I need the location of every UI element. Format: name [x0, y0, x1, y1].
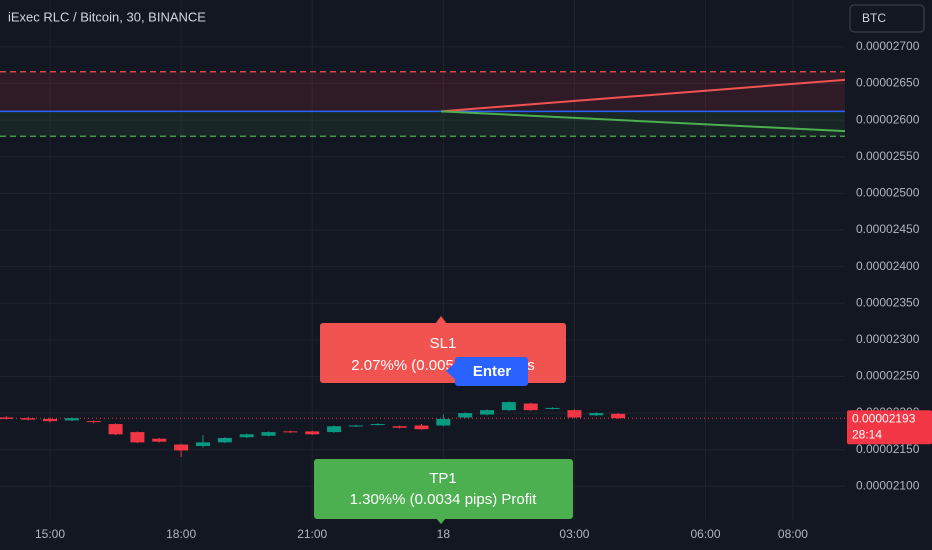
candle-body [217, 437, 232, 443]
candle-body [239, 434, 254, 438]
candle-body [458, 413, 473, 418]
chart-title: iExec RLC / Bitcoin, 30, BINANCE [8, 9, 206, 24]
candle-body [348, 425, 363, 427]
candle-body [611, 413, 626, 419]
candle-body [130, 432, 145, 443]
candle-body [152, 438, 167, 442]
sl-box [320, 323, 566, 383]
candle-body [64, 418, 79, 421]
candle-body [392, 426, 407, 428]
tp-pointer [436, 518, 446, 524]
y-tick-label: 0.00002400 [856, 259, 920, 273]
stop-projection [440, 78, 846, 113]
price-axis: 0.000021000.000021500.000022000.00002250… [35, 39, 932, 541]
x-tick-label: 06:00 [691, 527, 721, 541]
candle-body [283, 431, 298, 433]
candle-body [545, 407, 560, 409]
candle-body [261, 432, 276, 436]
loss-zone [0, 71, 845, 112]
y-tick-label: 0.00002250 [856, 369, 920, 383]
candle-body [523, 403, 538, 411]
candle-body [327, 426, 342, 433]
countdown: 28:14 [852, 427, 882, 441]
x-tick-label: 18:00 [166, 527, 196, 541]
grid [0, 0, 845, 520]
last-price-box [847, 410, 932, 445]
candle-body [21, 418, 36, 420]
y-tick-label: 0.00002300 [856, 332, 920, 346]
x-tick-label: 21:00 [297, 527, 327, 541]
y-tick-label: 0.00002650 [856, 76, 920, 90]
y-tick-label: 0.00002350 [856, 295, 920, 309]
currency-label[interactable]: BTC [862, 11, 886, 25]
candle-body [370, 424, 385, 426]
tp-box [314, 459, 573, 519]
tp-text: 1.30%% (0.0034 pips) Profit [350, 491, 538, 508]
candle-body [0, 417, 14, 419]
x-tick-label: 15:00 [35, 527, 65, 541]
last-price-label: 0.00002193 [852, 411, 916, 425]
enter-label[interactable]: Enter [473, 363, 512, 380]
candle-body [501, 402, 516, 411]
x-tick-label: 18 [437, 527, 451, 541]
x-tick-label: 08:00 [778, 527, 808, 541]
candle-body [195, 442, 210, 447]
candle-body [436, 418, 451, 426]
y-tick-label: 0.00002450 [856, 222, 920, 236]
y-tick-label: 0.00002600 [856, 112, 920, 126]
candle-body [174, 444, 189, 451]
candle-body [43, 418, 58, 422]
enter-pointer [446, 362, 456, 380]
y-tick-label: 0.00002700 [856, 39, 920, 53]
x-tick-label: 03:00 [559, 527, 589, 541]
currency-button[interactable] [849, 4, 925, 33]
candle-body [567, 410, 582, 418]
sl-pointer [435, 316, 447, 324]
candle-body [589, 413, 604, 416]
target-projection [440, 110, 846, 133]
y-tick-label: 0.00002550 [856, 149, 920, 163]
annotations: SL1 2.07%% (0.0054 pips) Loss Enter TP1 … [314, 316, 573, 524]
y-tick-label: 0.00002150 [856, 442, 920, 456]
candle-body [305, 431, 320, 435]
plot-area [0, 71, 846, 458]
tp-title: TP1 [429, 470, 457, 487]
candle-body [480, 410, 495, 415]
candle-body [108, 424, 123, 435]
y-tick-label: 0.00002500 [856, 186, 920, 200]
y-tick-label: 0.00002100 [856, 478, 920, 492]
enter-box[interactable] [455, 357, 528, 386]
candle-body [414, 425, 429, 430]
profit-zone [0, 111, 845, 137]
candle-body [86, 421, 101, 423]
sl-title: SL1 [430, 335, 457, 352]
